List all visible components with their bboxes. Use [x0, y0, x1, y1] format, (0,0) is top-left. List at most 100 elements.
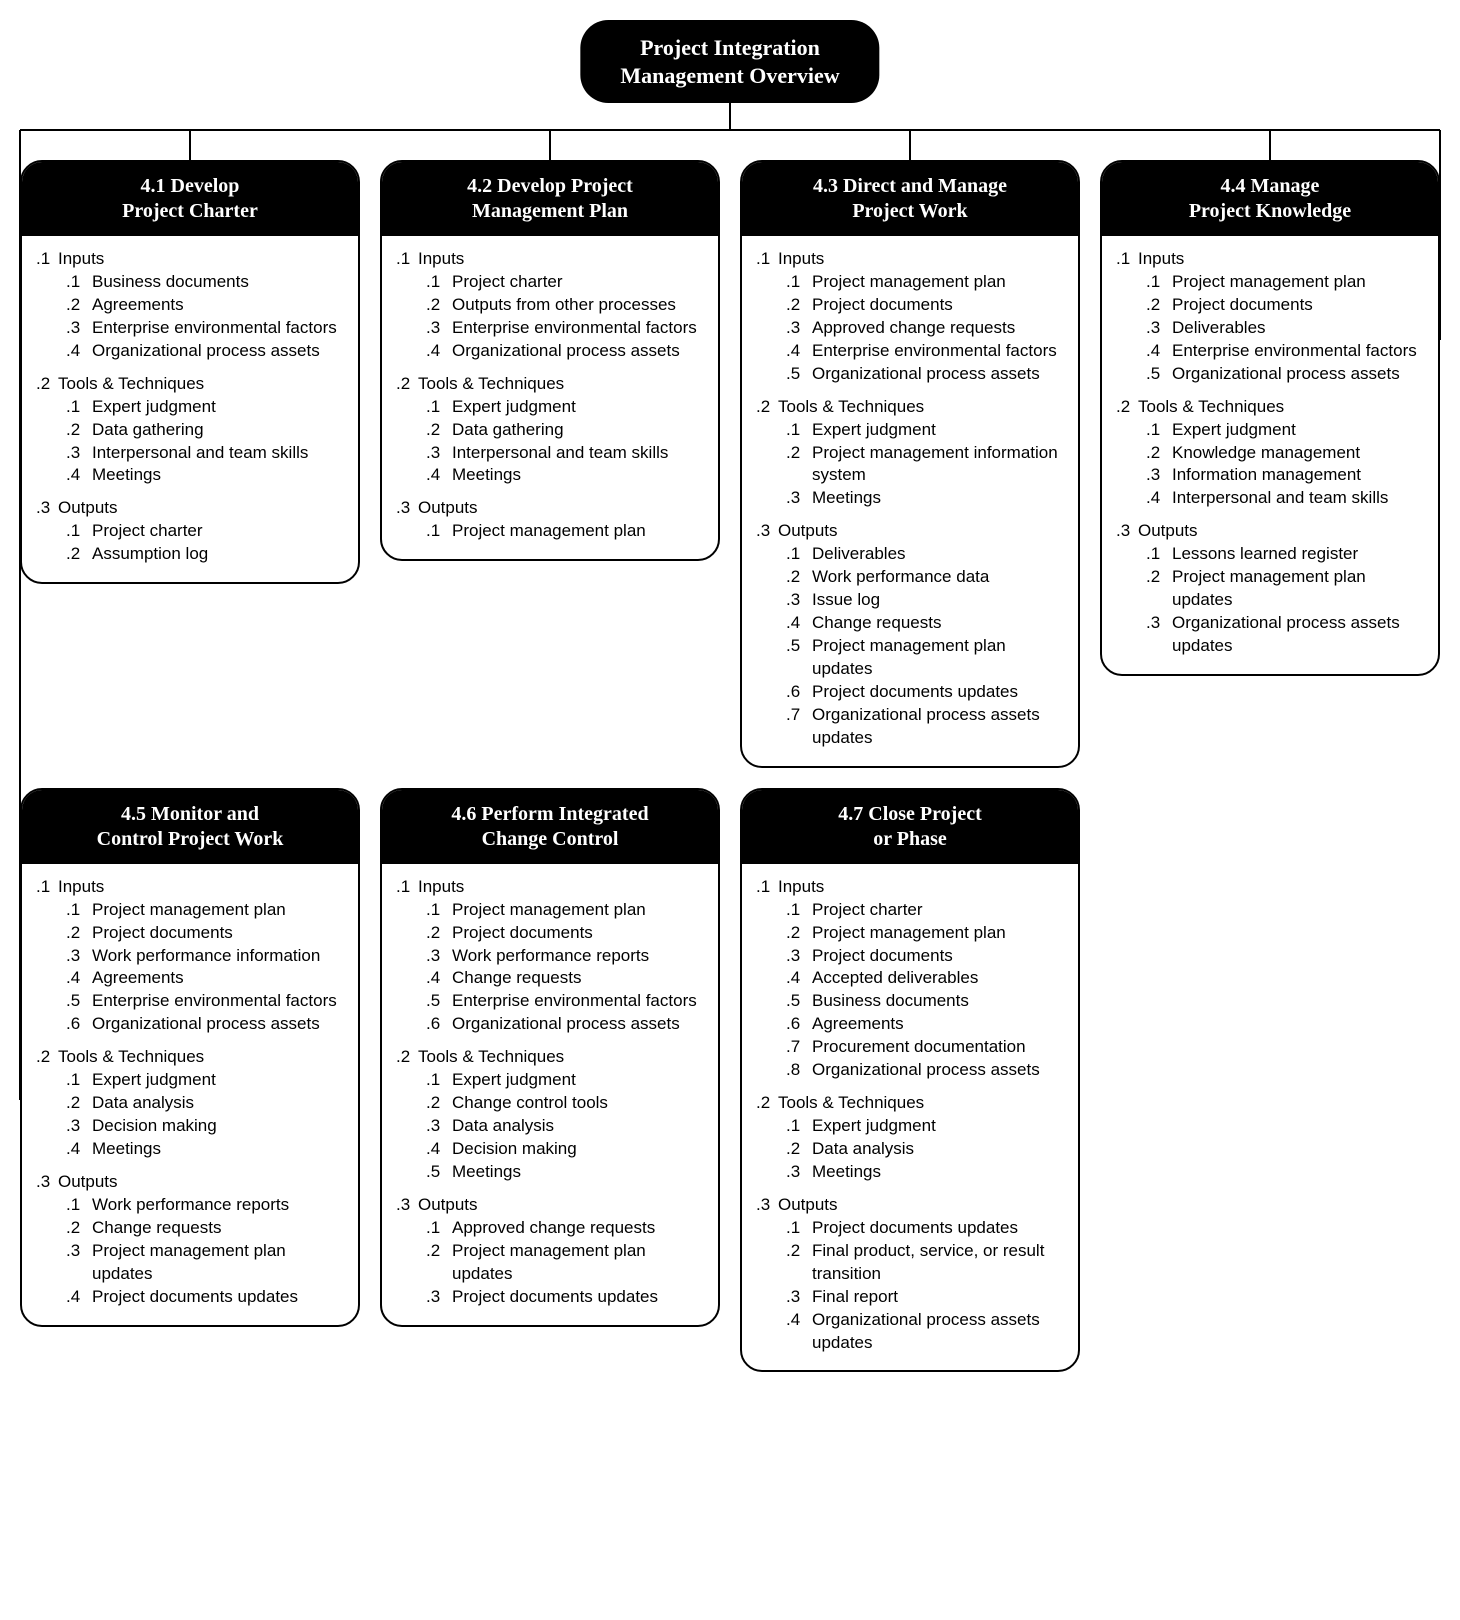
card-title-line2: Project Work — [852, 200, 967, 222]
section-label: Tools & Techniques — [1138, 396, 1284, 419]
list-item: .1Project documents updates — [756, 1217, 1064, 1240]
process-grid: 4.1 Develop Project Charter .1Inputs.1Bu… — [20, 20, 1440, 1372]
item-text: Enterprise environmental factors — [452, 317, 704, 340]
section: .3Outputs.1Approved change requests.2Pro… — [396, 1194, 704, 1309]
item-number: .1 — [426, 396, 452, 419]
list-item: .3Final report — [756, 1286, 1064, 1309]
item-number: .4 — [786, 967, 812, 990]
item-number: .1 — [786, 1115, 812, 1138]
item-text: Project management plan updates — [1172, 566, 1424, 612]
item-text: Final product, service, or result transi… — [812, 1240, 1064, 1286]
item-text: Expert judgment — [452, 1069, 704, 1092]
section-number: .1 — [396, 876, 418, 899]
section: .3Outputs.1Lessons learned register.2Pro… — [1116, 520, 1424, 658]
list-item: .1Expert judgment — [756, 419, 1064, 442]
section: .3Outputs.1Project management plan — [396, 497, 704, 543]
list-item: .5Enterprise environmental factors — [36, 990, 344, 1013]
list-item: .3Data analysis — [396, 1115, 704, 1138]
section-number: .2 — [36, 373, 58, 396]
item-text: Project documents updates — [452, 1286, 704, 1309]
list-item: .2Project management plan — [756, 922, 1064, 945]
item-text: Organizational process assets — [452, 340, 704, 363]
item-text: Enterprise environmental factors — [812, 340, 1064, 363]
item-number: .4 — [66, 340, 92, 363]
item-text: Project management plan updates — [812, 635, 1064, 681]
item-number: .4 — [426, 464, 452, 487]
item-text: Project charter — [92, 520, 344, 543]
item-number: .3 — [66, 317, 92, 340]
list-item: .3Project documents — [756, 945, 1064, 968]
item-number: .1 — [426, 1069, 452, 1092]
item-text: Expert judgment — [812, 419, 1064, 442]
card-header: 4.2 Develop Project Management Plan — [382, 162, 718, 236]
list-item: .4Decision making — [396, 1138, 704, 1161]
item-number: .3 — [786, 589, 812, 612]
item-number: .3 — [426, 945, 452, 968]
section-label: Outputs — [778, 1194, 838, 1217]
item-text: Project documents — [92, 922, 344, 945]
item-text: Data analysis — [452, 1115, 704, 1138]
section-label: Tools & Techniques — [418, 1046, 564, 1069]
section-number: .2 — [756, 1092, 778, 1115]
list-item: .3Meetings — [756, 487, 1064, 510]
list-item: .2Data analysis — [756, 1138, 1064, 1161]
list-item: .2Change control tools — [396, 1092, 704, 1115]
section-number: .1 — [396, 248, 418, 271]
list-item: .1Expert judgment — [756, 1115, 1064, 1138]
item-number: .1 — [786, 899, 812, 922]
item-number: .3 — [66, 442, 92, 465]
item-text: Work performance data — [812, 566, 1064, 589]
section-title: .1Inputs — [36, 876, 344, 899]
item-text: Project documents updates — [92, 1286, 344, 1309]
item-text: Business documents — [812, 990, 1064, 1013]
item-text: Data gathering — [92, 419, 344, 442]
item-number: .3 — [786, 1286, 812, 1309]
item-number: .2 — [786, 566, 812, 589]
item-number: .4 — [426, 967, 452, 990]
item-number: .5 — [786, 635, 812, 681]
section-number: .3 — [396, 497, 418, 520]
section: .1Inputs.1Project charter.2Project manag… — [756, 876, 1064, 1082]
section-number: .3 — [1116, 520, 1138, 543]
item-text: Project management plan updates — [452, 1240, 704, 1286]
item-text: Agreements — [92, 967, 344, 990]
section-label: Inputs — [778, 876, 824, 899]
item-number: .1 — [786, 543, 812, 566]
list-item: .3Work performance information — [36, 945, 344, 968]
item-text: Agreements — [92, 294, 344, 317]
card-body: .1Inputs.1Project charter.2Outputs from … — [382, 236, 718, 559]
item-number: .1 — [786, 271, 812, 294]
item-number: .1 — [1146, 271, 1172, 294]
item-text: Project documents updates — [812, 681, 1064, 704]
section-number: .3 — [756, 520, 778, 543]
item-number: .3 — [1146, 464, 1172, 487]
item-text: Meetings — [92, 464, 344, 487]
card-body: .1Inputs.1Project charter.2Project manag… — [742, 864, 1078, 1371]
card-title-line2: Project Charter — [122, 200, 258, 222]
section-number: .1 — [1116, 248, 1138, 271]
item-number: .1 — [426, 271, 452, 294]
list-item: .5Business documents — [756, 990, 1064, 1013]
item-number: .2 — [1146, 566, 1172, 612]
card-header: 4.1 Develop Project Charter — [22, 162, 358, 236]
item-text: Enterprise environmental factors — [452, 990, 704, 1013]
list-item: .3Information management — [1116, 464, 1424, 487]
section: .3Outputs.1Work performance reports.2Cha… — [36, 1171, 344, 1309]
item-number: .5 — [426, 990, 452, 1013]
section-label: Inputs — [778, 248, 824, 271]
item-number: .6 — [66, 1013, 92, 1036]
list-item: .5Project management plan updates — [756, 635, 1064, 681]
list-item: .1Approved change requests — [396, 1217, 704, 1240]
item-number: .2 — [66, 294, 92, 317]
item-text: Project management plan — [452, 520, 704, 543]
section-title: .3Outputs — [36, 1171, 344, 1194]
item-number: .3 — [786, 487, 812, 510]
item-text: Organizational process assets updates — [812, 704, 1064, 750]
item-number: .6 — [426, 1013, 452, 1036]
card-title-line1: 4.4 Manage — [1221, 175, 1320, 197]
item-text: Change requests — [92, 1217, 344, 1240]
section-number: .1 — [36, 248, 58, 271]
item-number: .7 — [786, 1036, 812, 1059]
section-label: Tools & Techniques — [778, 1092, 924, 1115]
item-text: Procurement documentation — [812, 1036, 1064, 1059]
